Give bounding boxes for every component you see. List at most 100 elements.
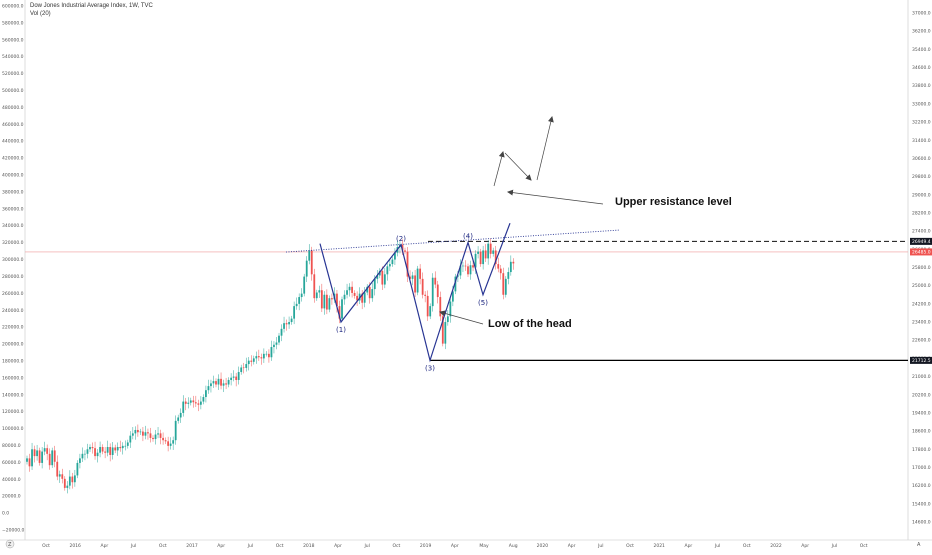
right-axis-tick: 20200.0	[912, 392, 931, 398]
candle-body	[121, 445, 124, 449]
candle-body	[499, 268, 502, 274]
auto-scale-icon[interactable]: A	[917, 542, 921, 548]
volume-header: Vol (20)	[30, 11, 51, 17]
candle-body	[424, 294, 427, 296]
candle-body	[33, 449, 36, 457]
candle-body	[101, 447, 104, 452]
annotation-upper-resistance: Upper resistance level	[615, 196, 732, 208]
candle-body	[189, 400, 192, 403]
candle-body	[348, 286, 351, 291]
candle-body	[96, 452, 99, 457]
candle-body	[439, 297, 442, 317]
candle-body	[237, 372, 240, 380]
candle-body	[484, 250, 487, 259]
candle-body	[136, 429, 139, 433]
candle-body	[48, 453, 51, 466]
candle-body	[459, 265, 462, 276]
candle-body	[205, 390, 207, 398]
neckline-trend[interactable]	[285, 229, 621, 253]
candle-body	[462, 265, 464, 267]
candle-body	[134, 429, 137, 434]
candle-body	[290, 318, 293, 323]
price-marker-label: 21712.5	[912, 358, 931, 364]
candle-body	[482, 250, 485, 265]
candle-body	[336, 293, 338, 307]
right-axis-tick: 28200.0	[912, 210, 931, 216]
candle-body	[383, 274, 386, 285]
time-axis-tick: Apr	[334, 543, 342, 549]
time-axis-tick: 2020	[537, 543, 549, 549]
candle-body	[404, 250, 406, 252]
candle-body	[202, 397, 205, 402]
candle-body	[512, 261, 515, 264]
time-axis-tick: 2016	[69, 543, 81, 549]
projection-arrow[interactable]	[493, 151, 505, 187]
candle-body	[76, 462, 79, 476]
candle-body	[293, 306, 296, 319]
wave-label: (3)	[425, 364, 435, 372]
candle-body	[222, 383, 225, 386]
candle-body	[126, 442, 129, 446]
right-axis-tick: 16200.0	[912, 483, 931, 489]
candle-body	[106, 447, 109, 453]
candle-body	[376, 275, 379, 279]
left-axis-tick: 80000.0	[2, 443, 21, 449]
candle-body	[285, 323, 288, 325]
projection-arrow[interactable]	[504, 152, 532, 181]
annotation-pointer-arrow[interactable]	[507, 189, 604, 205]
candle-body	[162, 437, 164, 441]
candle-body	[169, 443, 172, 446]
candle-body	[303, 276, 306, 294]
candle-body	[431, 277, 434, 307]
candle-body	[366, 286, 369, 293]
candle-body	[305, 260, 308, 277]
candle-body	[343, 294, 346, 300]
time-axis-tick: Apr	[101, 543, 109, 549]
candle-body	[187, 402, 190, 404]
time-axis-tick: 2017	[186, 543, 198, 549]
right-axis-tick: 33000.0	[912, 101, 931, 107]
candle-body	[444, 322, 447, 344]
right-axis-tick: 15400.0	[912, 501, 931, 507]
candle-body	[99, 447, 101, 453]
projection-arrow[interactable]	[536, 116, 554, 181]
candle-body	[227, 379, 230, 385]
right-axis-tick: 19400.0	[912, 410, 931, 416]
candle-body	[288, 322, 290, 325]
candle-body	[487, 243, 490, 259]
candle-body	[441, 316, 444, 344]
candle-body	[426, 295, 429, 317]
time-axis-tick: Oct	[42, 543, 50, 549]
candle-body	[63, 478, 66, 488]
candle-body	[56, 461, 59, 477]
candle-body	[58, 474, 61, 477]
candle-body	[300, 293, 303, 298]
candle-body	[257, 356, 260, 358]
left-axis-tick: 460000.0	[2, 122, 24, 128]
left-axis-tick: 560000.0	[2, 37, 24, 43]
candle-body	[270, 347, 273, 358]
candle-body	[338, 306, 341, 319]
candle-body	[212, 381, 215, 384]
wave-label: (4)	[463, 233, 473, 241]
left-axis-tick: 300000.0	[2, 257, 24, 263]
candle-body	[36, 450, 38, 457]
left-axis-tick: 520000.0	[2, 71, 24, 77]
left-axis-tick: 180000.0	[2, 358, 24, 364]
candle-body	[199, 401, 202, 405]
left-axis-tick: −20000.0	[2, 528, 25, 534]
candle-body	[109, 447, 112, 455]
annotation-pointer-arrow[interactable]	[439, 310, 484, 325]
right-axis-tick: 30600.0	[912, 156, 931, 162]
wave-count-path[interactable]	[319, 222, 511, 363]
candle-body	[371, 289, 374, 299]
candle-body	[378, 270, 381, 276]
candle-body	[194, 402, 197, 404]
candle-body	[298, 297, 301, 304]
right-axis-tick: 18600.0	[912, 429, 931, 435]
candle-body	[250, 360, 253, 362]
candle-body	[457, 275, 459, 277]
tradingview-logo[interactable]: Z	[5, 539, 15, 549]
